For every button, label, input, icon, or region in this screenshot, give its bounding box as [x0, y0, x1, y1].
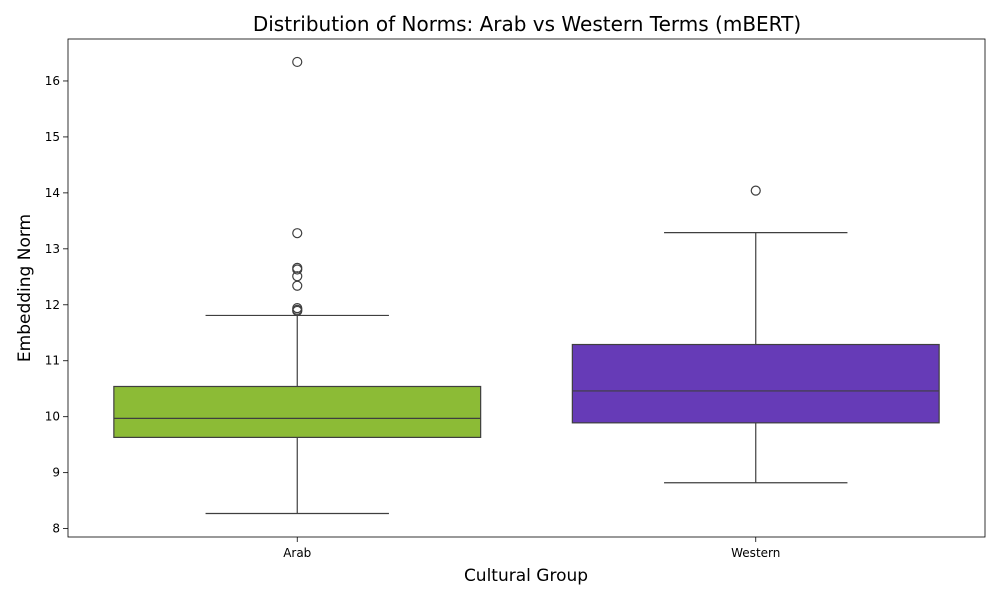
iqr-box	[571, 343, 940, 424]
y-axis-label: Embedding Norm	[15, 214, 35, 362]
box-group-arab	[113, 56, 482, 515]
boxes-layer	[113, 56, 940, 515]
y-tick-label: 14	[45, 186, 60, 200]
iqr-box	[113, 385, 482, 438]
y-tick-label: 10	[45, 410, 60, 424]
outlier-point	[292, 56, 303, 68]
y-tick-label: 9	[52, 466, 60, 480]
outlier-point	[292, 303, 303, 314]
y-tick-label: 11	[45, 354, 60, 368]
x-tick-label: Western	[731, 546, 780, 560]
outlier-point	[292, 262, 303, 273]
y-axis: 8 9 10 11 12 13 14 15 16	[45, 74, 68, 536]
outlier-point	[292, 271, 303, 282]
y-tick-label: 12	[45, 298, 60, 312]
box-group-western	[571, 185, 940, 484]
plot-frame	[67, 38, 986, 538]
x-axis-label: Cultural Group	[464, 566, 588, 586]
chart-title: Distribution of Norms: Arab vs Western T…	[253, 12, 801, 36]
y-tick-label: 15	[45, 130, 60, 144]
outlier-point	[292, 280, 303, 291]
x-axis: Arab Western	[283, 537, 780, 560]
outlier-point	[750, 185, 761, 196]
y-tick-label: 16	[45, 74, 60, 88]
y-tick-label: 8	[52, 522, 60, 536]
x-tick-label: Arab	[283, 546, 311, 560]
y-tick-label: 13	[45, 242, 60, 256]
outlier-point	[292, 228, 303, 239]
